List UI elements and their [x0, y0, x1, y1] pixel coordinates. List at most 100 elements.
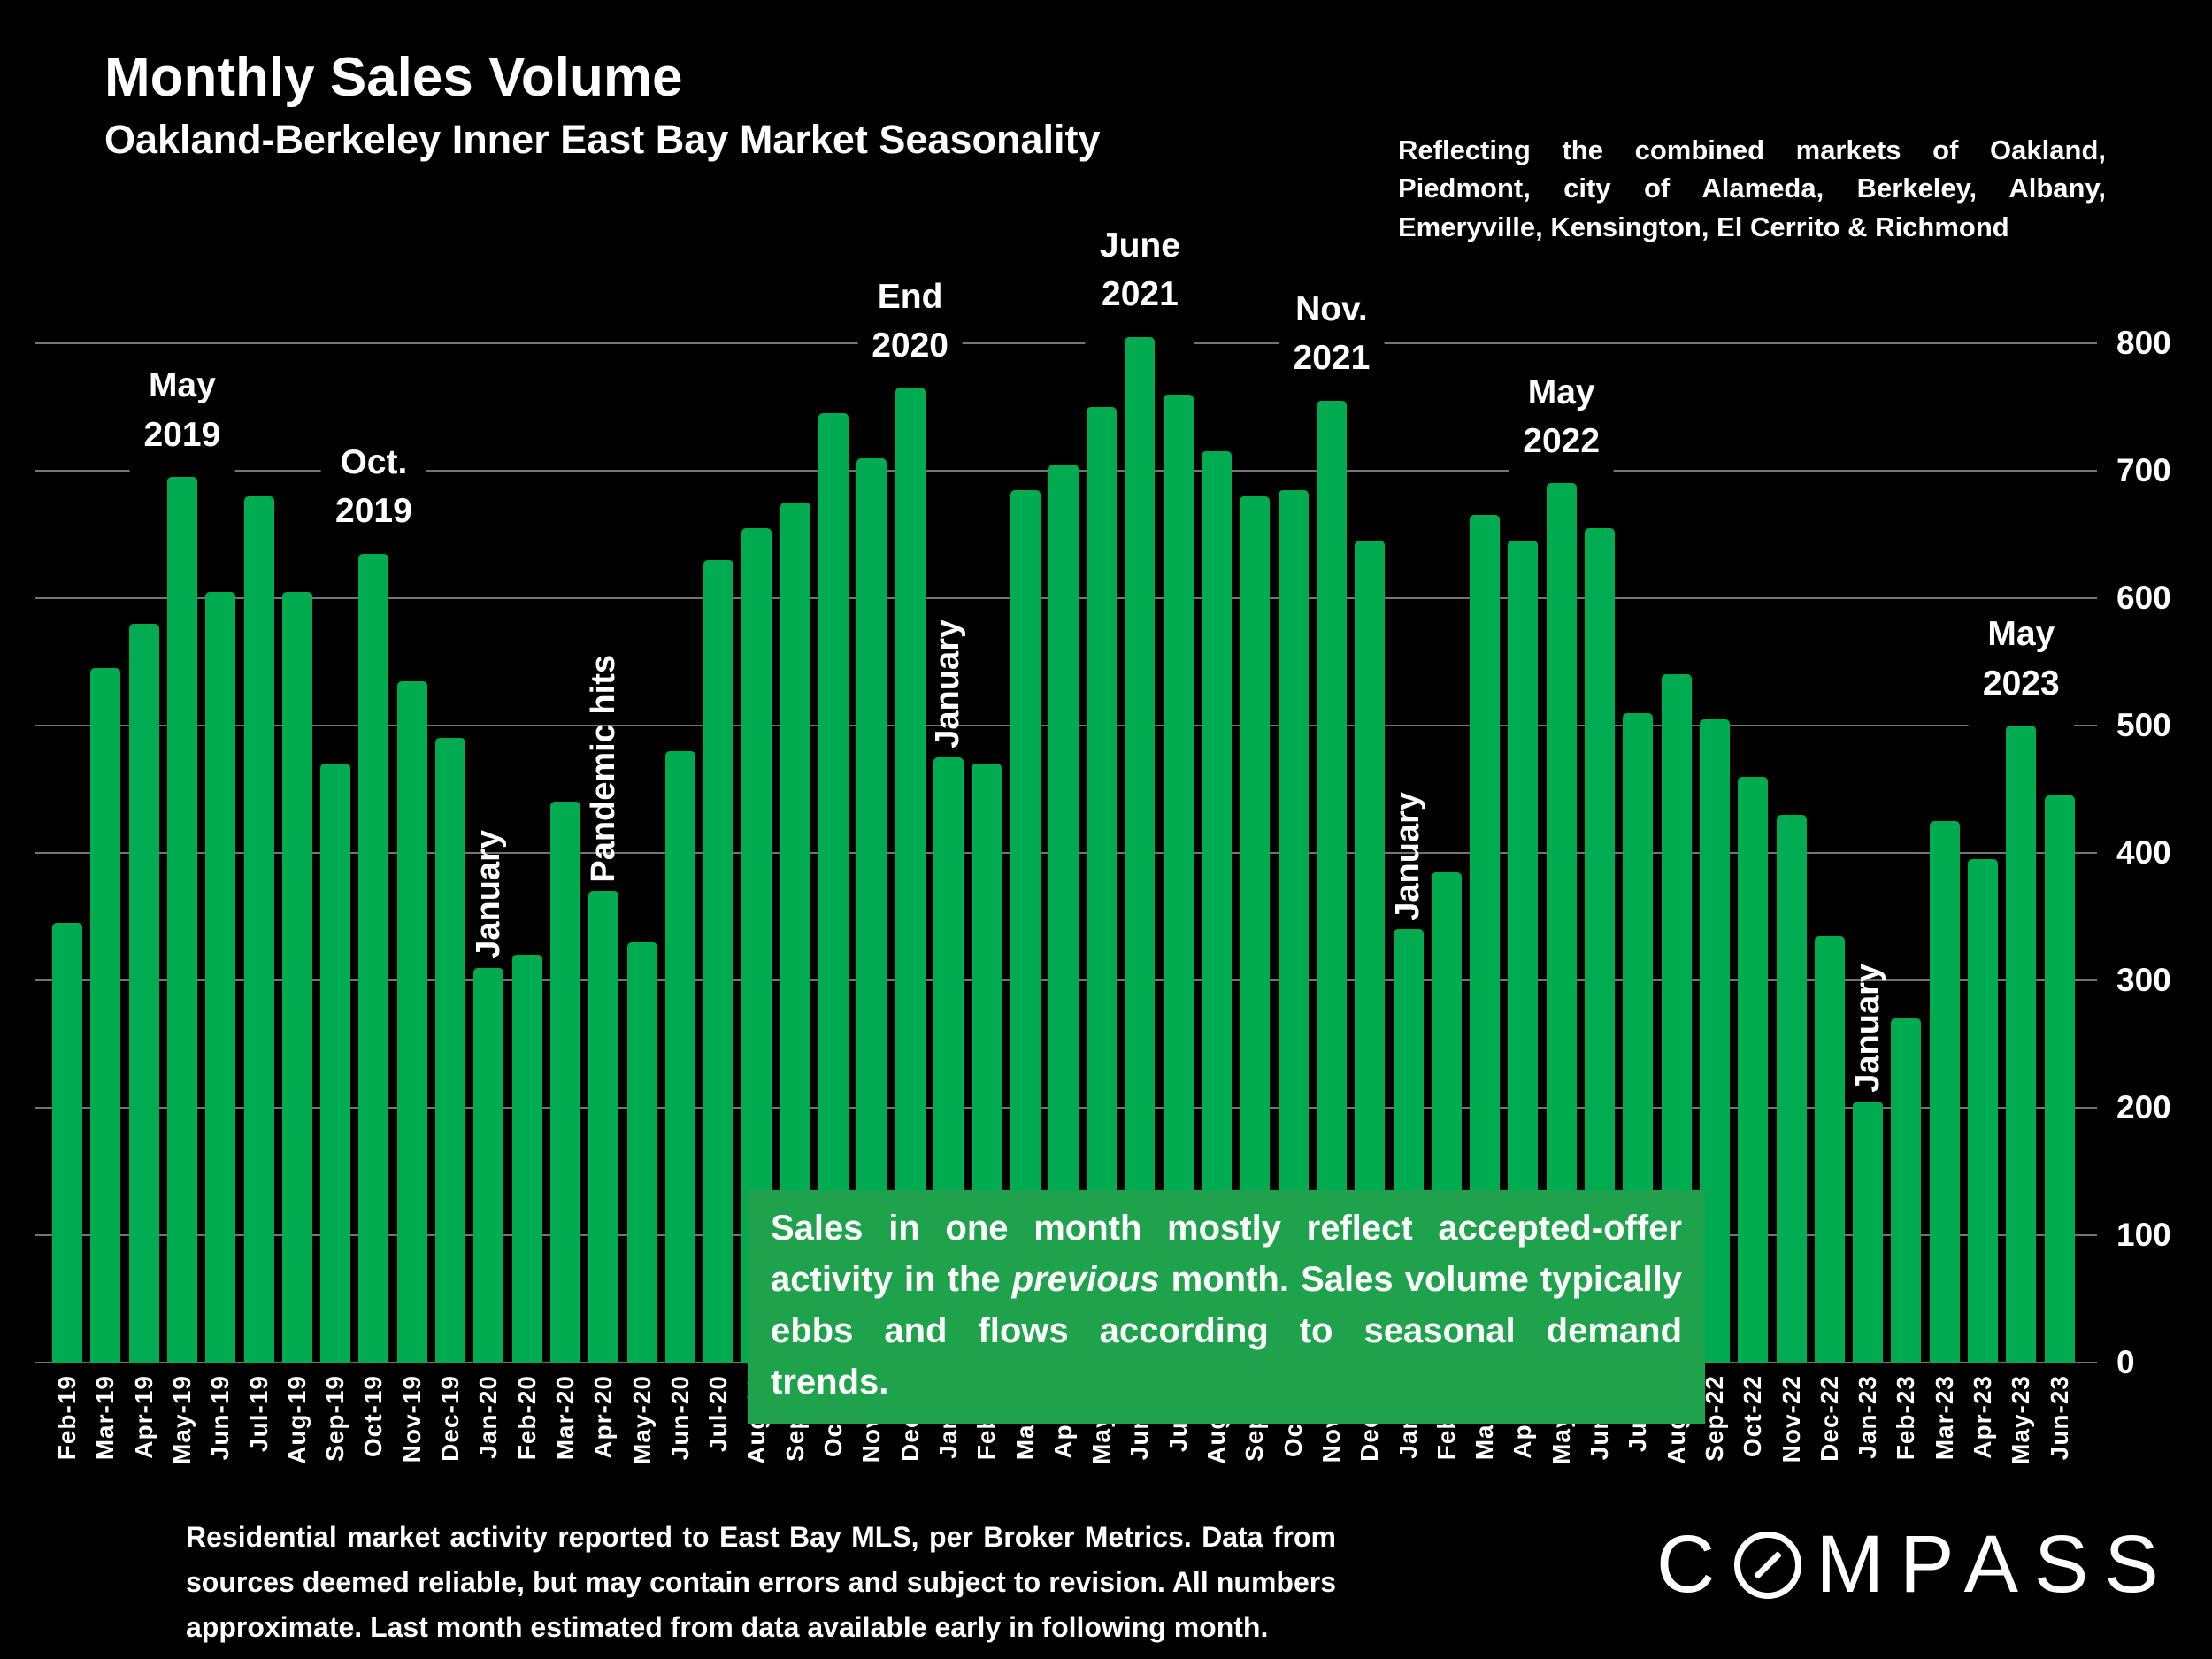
annotation-Oct-19: Oct. 2019 — [321, 434, 426, 566]
y-tick-label-100: 100 — [2116, 1217, 2171, 1253]
bar-Feb-23 — [1891, 1018, 1922, 1363]
callout-box: Sales in one month mostly reflect accept… — [748, 1190, 1705, 1424]
y-tick-label-200: 200 — [2116, 1089, 2171, 1125]
x-tick-May-20: May-20 — [623, 1375, 662, 1464]
x-tick-Sep-19: Sep-19 — [316, 1375, 355, 1462]
annotation-label: January — [1389, 791, 1426, 921]
x-tick-label: Nov-19 — [397, 1375, 426, 1463]
x-tick-label: Aug-19 — [282, 1375, 311, 1464]
logo-letters-mpass: MPASS — [1816, 1519, 2175, 1609]
bar-Aug-19 — [281, 591, 312, 1363]
market-coverage-note: Reflecting the combined markets of Oakla… — [1398, 134, 2106, 242]
bar-Apr-20 — [588, 891, 619, 1363]
x-tick-Jun-23: Jun-23 — [2040, 1375, 2079, 1460]
x-tick-label: Feb-23 — [1892, 1375, 1920, 1461]
x-tick-Feb-23: Feb-23 — [1886, 1375, 1925, 1460]
x-tick-May-19: May-19 — [163, 1375, 202, 1464]
annotation-Jan-21: January — [926, 619, 971, 749]
y-tick-label-300: 300 — [2116, 962, 2171, 998]
bar-Dec-19 — [435, 738, 465, 1363]
bar-May-20 — [626, 941, 657, 1363]
x-tick-label: Jan-23 — [1854, 1375, 1882, 1459]
x-tick-label: May-23 — [2007, 1375, 2035, 1464]
annotation-Jan-22: January — [1386, 792, 1431, 921]
x-tick-label: Mar-23 — [1930, 1375, 1958, 1461]
bar-Jun-20 — [664, 750, 695, 1363]
x-tick-Apr-23: Apr-23 — [1963, 1375, 2002, 1459]
x-tick-label: Oct-19 — [359, 1375, 388, 1458]
bar-Jan-23 — [1853, 1101, 1884, 1363]
x-tick-label: Apr-19 — [129, 1375, 157, 1459]
x-tick-Apr-20: Apr-20 — [584, 1375, 623, 1459]
x-tick-label: Mar-19 — [91, 1375, 119, 1461]
bar-Jun-19 — [205, 591, 236, 1363]
x-tick-Mar-20: Mar-20 — [546, 1375, 585, 1460]
x-tick-Dec-19: Dec-19 — [431, 1375, 470, 1462]
x-tick-label: Apr-20 — [589, 1375, 618, 1459]
callout-text-pre: Sales in one month mostly reflect accept… — [771, 1209, 1682, 1299]
annotation-Nov-21: Nov. 2021 — [1279, 281, 1385, 413]
bar-Nov-22 — [1776, 814, 1807, 1363]
page-title: Monthly Sales Volume — [104, 47, 683, 108]
bar-Apr-19 — [128, 623, 159, 1363]
bar-May-19 — [166, 477, 197, 1363]
compass-logo: C MPASS — [1656, 1518, 2175, 1611]
callout-text-post: month. Sales volume typically ebbs and f… — [771, 1260, 1682, 1402]
annotation-Apr-20: Pandemic hits — [581, 655, 626, 883]
disclaimer-text: Residential market activity reported to … — [186, 1521, 1336, 1644]
x-tick-Nov-19: Nov-19 — [393, 1375, 432, 1463]
bar-Jun-23 — [2044, 795, 2075, 1363]
callout-text-italic: previous — [1011, 1260, 1160, 1299]
x-tick-May-23: May-23 — [2001, 1375, 2040, 1464]
x-tick-label: Dec-19 — [436, 1375, 464, 1462]
y-tick-label-800: 800 — [2116, 325, 2171, 361]
y-tick-label-0: 0 — [2116, 1344, 2135, 1380]
x-tick-Oct-19: Oct-19 — [354, 1375, 393, 1457]
y-tick-label-400: 400 — [2116, 834, 2171, 871]
x-tick-label: Oct-22 — [1739, 1375, 1767, 1458]
y-tick-label-700: 700 — [2116, 452, 2171, 488]
x-tick-label: Jun-19 — [206, 1375, 234, 1461]
bar-Jul-19 — [243, 495, 274, 1363]
x-tick-Jul-19: Jul-19 — [240, 1375, 279, 1452]
x-tick-label: Jan-20 — [474, 1375, 503, 1459]
x-tick-Feb-20: Feb-20 — [508, 1375, 547, 1460]
x-tick-Mar-19: Mar-19 — [86, 1375, 125, 1460]
annotation-Dec-20: End 2020 — [857, 268, 963, 401]
x-tick-label: Jun-20 — [665, 1375, 694, 1461]
page-subtitle: Oakland-Berkeley Inner East Bay Market S… — [104, 117, 1101, 162]
x-tick-Oct-22: Oct-22 — [1733, 1375, 1772, 1457]
x-tick-Nov-22: Nov-22 — [1772, 1375, 1811, 1463]
x-tick-label: Sep-19 — [321, 1375, 349, 1462]
x-tick-Jun-19: Jun-19 — [201, 1375, 240, 1460]
annotation-May-23: May 2023 — [1968, 606, 2074, 738]
compass-o-icon — [1734, 1531, 1802, 1599]
logo-letter-c: C — [1656, 1519, 1732, 1609]
bar-May-23 — [2006, 726, 2037, 1363]
x-tick-Jan-23: Jan-23 — [1848, 1375, 1887, 1459]
bar-Feb-20 — [511, 955, 542, 1363]
x-tick-label: Mar-20 — [550, 1375, 579, 1461]
x-tick-label: Jul-20 — [704, 1375, 733, 1452]
bar-Feb-19 — [52, 923, 82, 1363]
bar-Oct-19 — [358, 553, 389, 1363]
annotation-label: January — [469, 829, 507, 959]
bar-Mar-19 — [90, 668, 121, 1363]
bar-Jan-20 — [473, 967, 504, 1363]
bar-chart: May 2019 Oct. 2019 January Pandemic hits End… — [35, 218, 2097, 1363]
x-tick-label: Feb-20 — [512, 1375, 541, 1461]
annotation-Jun-21: June 2021 — [1085, 218, 1194, 349]
x-tick-Jul-20: Jul-20 — [699, 1375, 738, 1452]
bar-Mar-20 — [549, 802, 580, 1363]
bar-Nov-19 — [396, 680, 427, 1363]
annotation-label: Pandemic hits — [584, 654, 622, 883]
gridline-800 — [35, 342, 2097, 344]
annotation-label: January — [1848, 964, 1886, 1093]
annotation-Jan-23: January — [1846, 964, 1890, 1093]
annotation-label: January — [929, 619, 967, 749]
x-tick-Mar-23: Mar-23 — [1925, 1375, 1964, 1460]
x-tick-Apr-19: Apr-19 — [125, 1375, 164, 1459]
x-tick-label: May-19 — [167, 1375, 196, 1464]
bar-Oct-22 — [1738, 776, 1769, 1363]
x-tick-Aug-19: Aug-19 — [278, 1375, 317, 1464]
